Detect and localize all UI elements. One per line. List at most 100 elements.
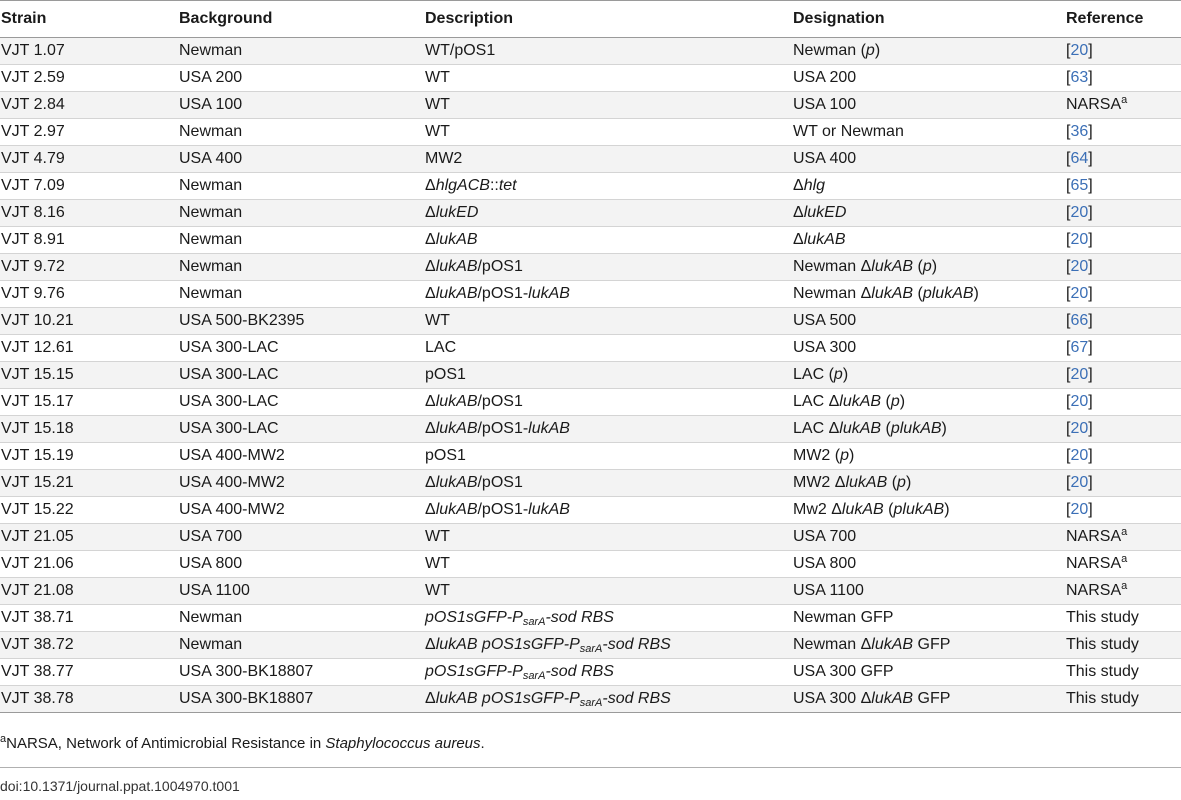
cell-strain: VJT 8.16: [0, 199, 178, 227]
bracket: [: [1066, 258, 1071, 275]
text-segment: WT: [425, 96, 450, 113]
cell-reference: [66]: [1065, 307, 1181, 335]
italic-segment: lukAB: [435, 420, 478, 437]
reference-link[interactable]: 20: [1070, 393, 1089, 410]
bracket: [: [1066, 447, 1071, 464]
italic-segment: lukAB: [845, 474, 888, 491]
cell-strain: VJT 7.09: [0, 172, 178, 200]
text-segment: Newman (: [793, 42, 866, 59]
text-segment: USA 700: [793, 528, 857, 545]
cell-background: USA 300-BK18807: [178, 658, 424, 686]
cell-background: Newman: [178, 604, 424, 632]
text-segment: Δ: [425, 258, 436, 275]
text-segment: sarA: [522, 616, 546, 628]
cell-designation: USA 300 ΔlukAB GFP: [792, 685, 1065, 713]
cell-reference: [20]: [1065, 469, 1181, 497]
cell-description: ΔlukAB/pOS1: [424, 253, 792, 281]
reference-link[interactable]: 20: [1070, 447, 1089, 464]
reference-link[interactable]: 65: [1070, 177, 1089, 194]
table-row: VJT 21.05 USA 700 WT USA 700 NARSAa: [0, 523, 1181, 551]
cell-description: ΔlukAB/pOS1-lukAB: [424, 280, 792, 308]
header-reference: Reference: [1065, 0, 1181, 38]
reference-link[interactable]: 20: [1070, 42, 1089, 59]
header-strain: Strain: [0, 0, 178, 38]
text-segment: Δ: [425, 177, 436, 194]
cell-designation: Newman ΔlukAB GFP: [792, 631, 1065, 659]
text-segment: WT: [425, 69, 450, 86]
text-segment: USA 300: [793, 339, 857, 356]
italic-segment: pOS1sGFP-P: [425, 663, 523, 680]
reference-link[interactable]: 20: [1070, 204, 1089, 221]
text-segment: GFP: [913, 690, 951, 707]
table-row: VJT 15.17 USA 300-LAC ΔlukAB/pOS1 LAC ΔlukA…: [0, 388, 1181, 416]
reference-text: This study: [1066, 609, 1139, 626]
table-row: VJT 15.15 USA 300-LAC pOS1 LAC (p) [20]: [0, 361, 1181, 389]
cell-background: USA 200: [178, 64, 424, 92]
text-segment: Δ: [425, 285, 436, 302]
cell-strain: VJT 15.22: [0, 496, 178, 524]
cell-description: pOS1sGFP-PsarA-sod RBS: [424, 604, 792, 632]
text-segment: Δ: [425, 231, 436, 248]
cell-strain: VJT 15.17: [0, 388, 178, 416]
reference-link[interactable]: 20: [1070, 420, 1089, 437]
reference-link[interactable]: 36: [1070, 123, 1089, 140]
cell-background: USA 1100: [178, 577, 424, 605]
text-segment: /pOS1: [477, 474, 523, 491]
italic-segment: lukAB: [435, 501, 478, 518]
text-segment: Δ: [793, 177, 804, 194]
cell-background: USA 400-MW2: [178, 469, 424, 497]
bracket: ]: [1088, 42, 1093, 59]
text-segment: MW2 Δ: [793, 474, 846, 491]
text-segment: Δ: [425, 501, 436, 518]
cell-description: LAC: [424, 334, 792, 362]
text-segment: pOS1: [425, 447, 466, 464]
cell-reference: This study: [1065, 685, 1181, 713]
reference-link[interactable]: 20: [1070, 366, 1089, 383]
text-segment: Δ: [793, 231, 804, 248]
cell-strain: VJT 21.08: [0, 577, 178, 605]
text-segment: MW2: [425, 150, 463, 167]
cell-designation: USA 300: [792, 334, 1065, 362]
cell-strain: VJT 21.05: [0, 523, 178, 551]
cell-description: ΔlukAB/pOS1: [424, 388, 792, 416]
italic-segment: lukAB: [841, 501, 884, 518]
reference-link[interactable]: 64: [1070, 150, 1089, 167]
reference-link[interactable]: 20: [1070, 474, 1089, 491]
cell-strain: VJT 15.15: [0, 361, 178, 389]
italic-segment: plukAB: [890, 420, 942, 437]
table-row: VJT 15.21 USA 400-MW2 ΔlukAB/pOS1 MW2 ΔlukA…: [0, 469, 1181, 497]
reference-link[interactable]: 20: [1070, 258, 1089, 275]
cell-reference: [20]: [1065, 280, 1181, 308]
cell-designation: LAC ΔlukAB (plukAB): [792, 415, 1065, 443]
bracket: [: [1066, 474, 1071, 491]
bracket: ]: [1088, 285, 1093, 302]
italic-segment: lukAB pOS1sGFP-P: [435, 690, 580, 707]
bracket: ]: [1088, 501, 1093, 518]
header-background: Background: [178, 0, 424, 38]
text-segment: WT: [425, 312, 450, 329]
table-header: Strain Background Description Designatio…: [0, 0, 1181, 38]
text-segment: Δ: [425, 474, 436, 491]
text-segment: WT/pOS1: [425, 42, 496, 59]
italic-segment: lukAB: [435, 474, 478, 491]
reference-link[interactable]: 20: [1070, 285, 1089, 302]
reference-link[interactable]: 67: [1070, 339, 1089, 356]
cell-background: USA 300-LAC: [178, 388, 424, 416]
table-row: VJT 12.61 USA 300-LAC LAC USA 300 [67]: [0, 334, 1181, 362]
subscript: sarA: [580, 643, 603, 655]
reference-link[interactable]: 20: [1070, 501, 1089, 518]
cell-designation: Newman (p): [792, 37, 1065, 65]
reference-link[interactable]: 20: [1070, 231, 1089, 248]
cell-description: WT: [424, 307, 792, 335]
italic-segment: plukAB: [922, 285, 974, 302]
reference-link[interactable]: 66: [1070, 312, 1089, 329]
italic-segment: p: [890, 393, 900, 410]
cell-designation: WT or Newman: [792, 118, 1065, 146]
cell-designation: Newman GFP: [792, 604, 1065, 632]
reference-text: NARSA: [1066, 96, 1122, 113]
cell-background: USA 400: [178, 145, 424, 173]
reference-link[interactable]: 63: [1070, 69, 1089, 86]
italic-segment: hlgACB: [435, 177, 490, 194]
cell-description: ΔlukAB pOS1sGFP-PsarA-sod RBS: [424, 631, 792, 659]
